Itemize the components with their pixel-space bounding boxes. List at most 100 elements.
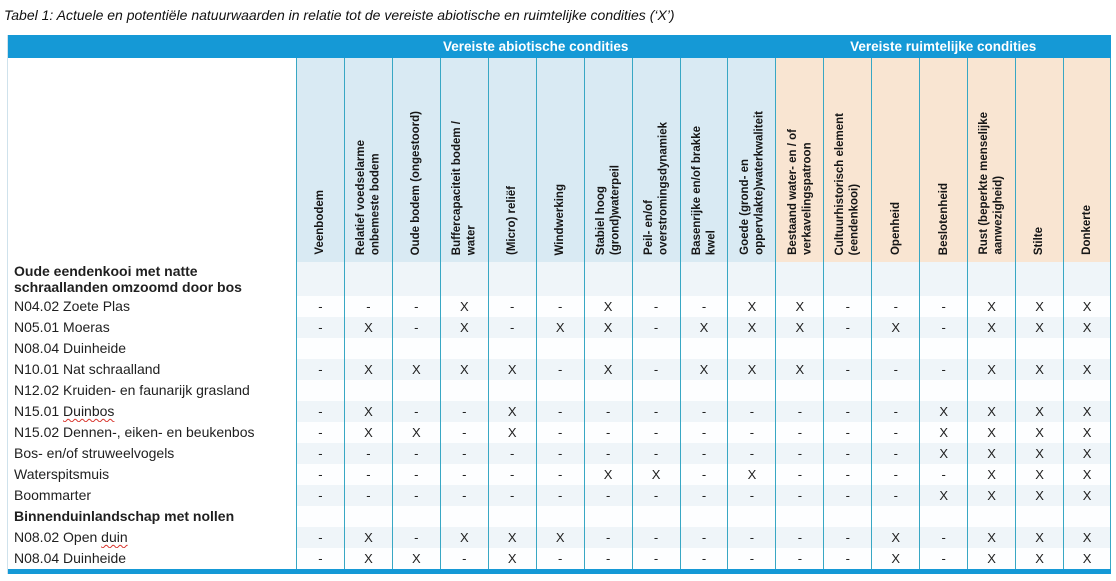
matrix-cell: - <box>343 464 392 485</box>
table-row: Waterspitsmuis - - - - - - X X - X - - - - X X X <box>8 464 1111 485</box>
column-header-row: Veenbodem Relatief voedselarme onbemeste … <box>8 58 1111 262</box>
group-header-spacer <box>8 35 296 58</box>
matrix-cell: - <box>296 317 344 338</box>
matrix-cell: X <box>1063 359 1111 380</box>
matrix-cell <box>391 380 440 401</box>
matrix-cell: X <box>871 548 920 569</box>
matrix-cell <box>1063 380 1111 401</box>
matrix-cell <box>1063 506 1111 527</box>
matrix-cell: X <box>1015 422 1064 443</box>
matrix-cell: - <box>775 548 824 569</box>
group-header-abiotic: Vereiste abiotische condities <box>443 39 629 54</box>
matrix-cell: X <box>967 443 1016 464</box>
matrix-cell: - <box>919 527 968 548</box>
column-header-cell: Goede (grond- en oppervlakte)waterkwalit… <box>727 58 776 262</box>
matrix-cell: - <box>439 401 488 422</box>
matrix-cell <box>727 262 776 296</box>
matrix-cell <box>487 338 536 359</box>
matrix-cell: X <box>1015 443 1064 464</box>
matrix-cell: X <box>1063 548 1111 569</box>
matrix-cell: - <box>296 464 344 485</box>
matrix-cell: - <box>583 401 632 422</box>
matrix-cell: X <box>343 401 392 422</box>
matrix-cell: - <box>296 422 344 443</box>
matrix-cell: X <box>391 359 440 380</box>
matrix-cell: X <box>487 359 536 380</box>
matrix-cell: X <box>679 359 728 380</box>
matrix-cell: X <box>967 422 1016 443</box>
row-label: Binnenduinlandschap met nollen <box>8 506 296 527</box>
matrix-cell <box>391 338 440 359</box>
group-header-spatial: Vereiste ruimtelijke condities <box>850 39 1037 54</box>
row-label: N08.04 Duinheide <box>8 338 296 359</box>
matrix-cell: - <box>679 296 728 317</box>
matrix-cell <box>296 338 344 359</box>
matrix-cell: - <box>775 464 824 485</box>
column-header-label: Openheid <box>889 201 902 255</box>
matrix-cell: - <box>296 401 344 422</box>
matrix-cell <box>535 506 584 527</box>
matrix-cell: X <box>343 548 392 569</box>
table-row: N08.02 Open duin - X - X X X - - - - - - X - X X X <box>8 527 1111 548</box>
matrix-cell: X <box>487 548 536 569</box>
matrix-cell: X <box>919 401 968 422</box>
matrix-cell: - <box>343 296 392 317</box>
group-header-row: Vereiste abiotische condities Vereiste r… <box>8 35 1111 58</box>
matrix-cell: X <box>439 296 488 317</box>
section-row: Oude eendenkooi met natte schraallanden … <box>8 262 1111 296</box>
matrix-cell <box>343 262 392 296</box>
row-label: N10.01 Nat schraalland <box>8 359 296 380</box>
matrix-cell: - <box>296 443 344 464</box>
matrix-cell: - <box>535 359 584 380</box>
matrix-cell: X <box>679 317 728 338</box>
matrix-cell <box>823 380 872 401</box>
table-row: N08.04 Duinheide - X X - X - - - - - - - X - X X X <box>8 548 1111 569</box>
matrix-cell: X <box>967 485 1016 506</box>
matrix-cell: - <box>343 485 392 506</box>
matrix-cell: - <box>487 485 536 506</box>
matrix-cell: - <box>823 296 872 317</box>
matrix-cell: - <box>775 422 824 443</box>
matrix-cell <box>583 506 632 527</box>
matrix-cell: - <box>727 422 776 443</box>
matrix-cell: X <box>1015 527 1064 548</box>
matrix-cell: - <box>391 296 440 317</box>
matrix-cell: - <box>296 359 344 380</box>
misspelled-word: Duinbos <box>63 403 115 419</box>
row-label: N15.02 Dennen-, eiken- en beukenbos <box>8 422 296 443</box>
row-label: N04.02 Zoete Plas <box>8 296 296 317</box>
matrix-cell: - <box>727 401 776 422</box>
matrix-cell: X <box>343 422 392 443</box>
matrix-cell: X <box>1015 317 1064 338</box>
matrix-cell: X <box>1063 443 1111 464</box>
matrix-cell: - <box>919 359 968 380</box>
matrix-cell: X <box>439 527 488 548</box>
column-header-label: Basenrijke en/of brakke kwel <box>690 125 717 255</box>
matrix-cell <box>1015 262 1064 296</box>
column-header-cell: Stilte <box>1015 58 1064 262</box>
matrix-cell: - <box>583 422 632 443</box>
matrix-cell: X <box>583 296 632 317</box>
matrix-cell <box>823 262 872 296</box>
column-header-cell: Windwerking <box>535 58 584 262</box>
column-header-label: Bestaand water- en / of verkavelingspatr… <box>786 129 813 255</box>
matrix-cell: X <box>967 359 1016 380</box>
matrix-cell <box>775 380 824 401</box>
matrix-cell <box>919 380 968 401</box>
matrix-cell: - <box>631 317 680 338</box>
matrix-cell: - <box>919 317 968 338</box>
matrix-cell <box>296 380 344 401</box>
matrix-cell <box>919 506 968 527</box>
matrix-cell <box>775 338 824 359</box>
matrix-cell: - <box>391 443 440 464</box>
matrix-cell: - <box>343 443 392 464</box>
matrix-cell: - <box>823 422 872 443</box>
matrix-cell: X <box>343 527 392 548</box>
matrix-cell: - <box>535 485 584 506</box>
matrix-cell <box>583 380 632 401</box>
matrix-cell: X <box>391 422 440 443</box>
column-header-label: Veenbodem <box>314 190 327 255</box>
matrix-cell: - <box>583 443 632 464</box>
matrix-cell: - <box>727 548 776 569</box>
table-row: N08.04 Duinheide <box>8 338 1111 359</box>
